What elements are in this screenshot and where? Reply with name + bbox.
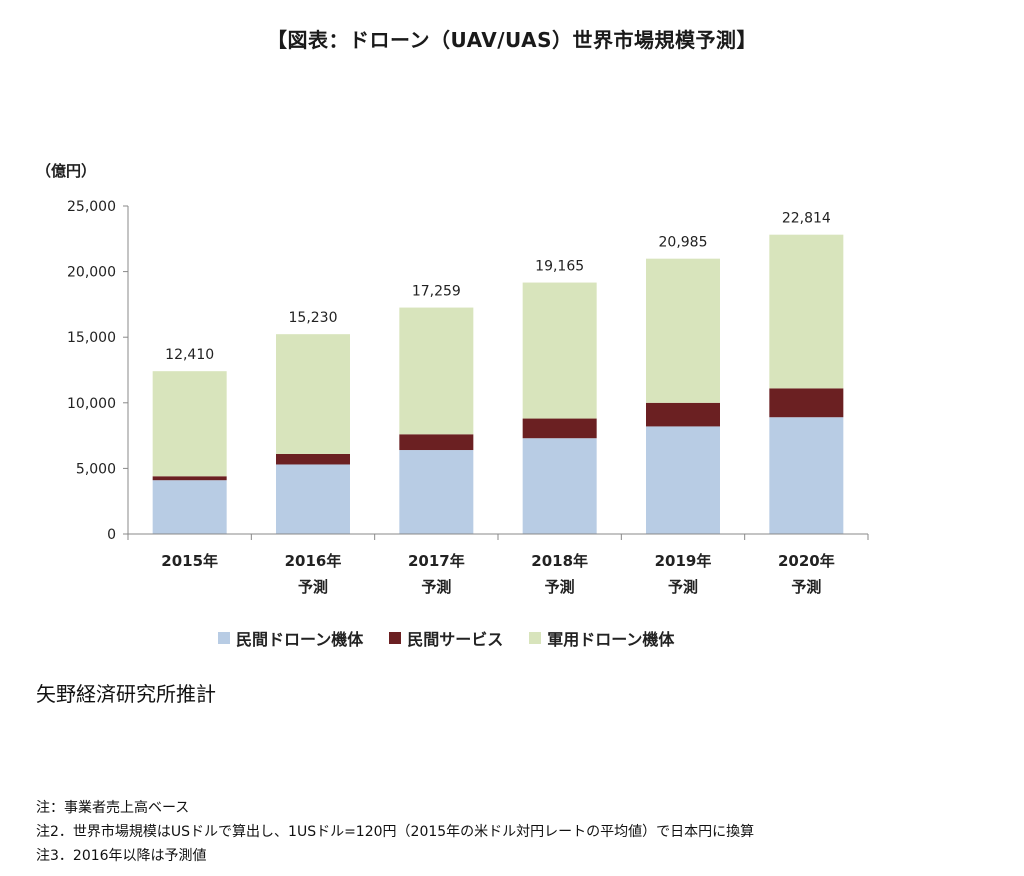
bar-military-drone — [646, 258, 720, 403]
stacked-bar-chart: 0 5,000 10,000 15,000 20,000 25,000 12,410 15,… — [67, 199, 869, 596]
bar-total-label: 12,410 — [165, 347, 214, 363]
bar-total-label: 22,814 — [782, 211, 831, 227]
x-category-label: 2016年 — [285, 552, 342, 570]
x-category-label: 予測 — [668, 578, 698, 596]
bar-civil-drone — [152, 480, 227, 534]
legend-item-civil-service: 民間サービス — [389, 626, 503, 650]
legend-label-civil-drone: 民間ドローン機体 — [236, 630, 364, 649]
bar-civil-service — [152, 476, 227, 481]
x-category-label: 2019年 — [655, 552, 712, 570]
bar-civil-drone — [522, 438, 597, 534]
legend-item-military-drone: 軍用ドローン機体 — [529, 626, 674, 650]
y-tick-label: 20,000 — [67, 265, 116, 281]
bar-civil-drone — [769, 417, 844, 534]
footnote-3: 注3．2016年以降は予測値 — [36, 848, 207, 864]
x-category-label: 2015年 — [161, 552, 218, 570]
bar-total-label: 15,230 — [289, 310, 338, 326]
bar-military-drone — [769, 234, 844, 389]
bar-civil-drone — [276, 464, 350, 534]
y-tick-label: 5,000 — [76, 461, 116, 477]
x-category-label: 2018年 — [531, 552, 588, 570]
x-category-label: 予測 — [545, 578, 575, 596]
footnote-2: 注2．世界市場規模はUSドルで算出し、1USドル=120円（2015年の米ドル対… — [36, 824, 755, 840]
x-category-label: 2017年 — [408, 552, 465, 570]
chart-title: 【図表：ドローン（UAV/UAS）世界市場規模予測】 — [266, 28, 758, 52]
y-axis: 0 5,000 10,000 15,000 20,000 25,000 — [67, 199, 129, 543]
bar-civil-drone — [646, 426, 720, 534]
y-axis-unit-label: （億円） — [36, 162, 97, 180]
y-tick-label: 0 — [107, 527, 116, 543]
footnotes: 注：事業者売上高ベース 注2．世界市場規模はUSドルで算出し、1USドル=120… — [36, 796, 754, 868]
bar-group — [152, 234, 844, 534]
source-credit: 矢野経済研究所推計 — [36, 682, 216, 706]
bar-civil-service — [646, 402, 720, 427]
x-category-label: 2020年 — [778, 552, 835, 570]
legend-swatch-civil-drone — [218, 632, 230, 644]
legend: 民間ドローン機体 民間サービス 軍用ドローン機体 — [218, 626, 674, 650]
y-tick-label: 10,000 — [67, 396, 116, 412]
bar-civil-service — [399, 434, 474, 451]
bar-civil-drone — [399, 450, 474, 534]
bar-total-label: 17,259 — [412, 284, 461, 300]
bar-military-drone — [522, 282, 597, 419]
y-tick-label: 25,000 — [67, 199, 116, 215]
bar-military-drone — [276, 334, 350, 454]
bar-military-drone — [399, 307, 474, 435]
x-category-label: 予測 — [421, 578, 451, 596]
bar-civil-service — [276, 453, 350, 465]
total-labels: 12,410 15,230 17,259 19,165 20,985 22,814 — [165, 211, 831, 364]
legend-label-military-drone: 軍用ドローン機体 — [547, 630, 675, 649]
x-category-label: 予測 — [791, 578, 821, 596]
bar-total-label: 19,165 — [535, 259, 584, 275]
legend-item-civil-drone: 民間ドローン機体 — [218, 626, 363, 650]
bar-total-label: 20,985 — [659, 235, 708, 251]
x-category-label: 予測 — [298, 578, 328, 596]
legend-swatch-civil-service — [389, 632, 402, 644]
y-tick-label: 15,000 — [67, 330, 116, 346]
legend-label-civil-service: 民間サービス — [407, 630, 504, 649]
bar-civil-service — [522, 418, 597, 439]
bar-civil-service — [769, 388, 844, 418]
legend-swatch-military-drone — [529, 632, 542, 644]
footnote-1: 注：事業者売上高ベース — [36, 800, 190, 816]
bar-military-drone — [152, 371, 227, 477]
